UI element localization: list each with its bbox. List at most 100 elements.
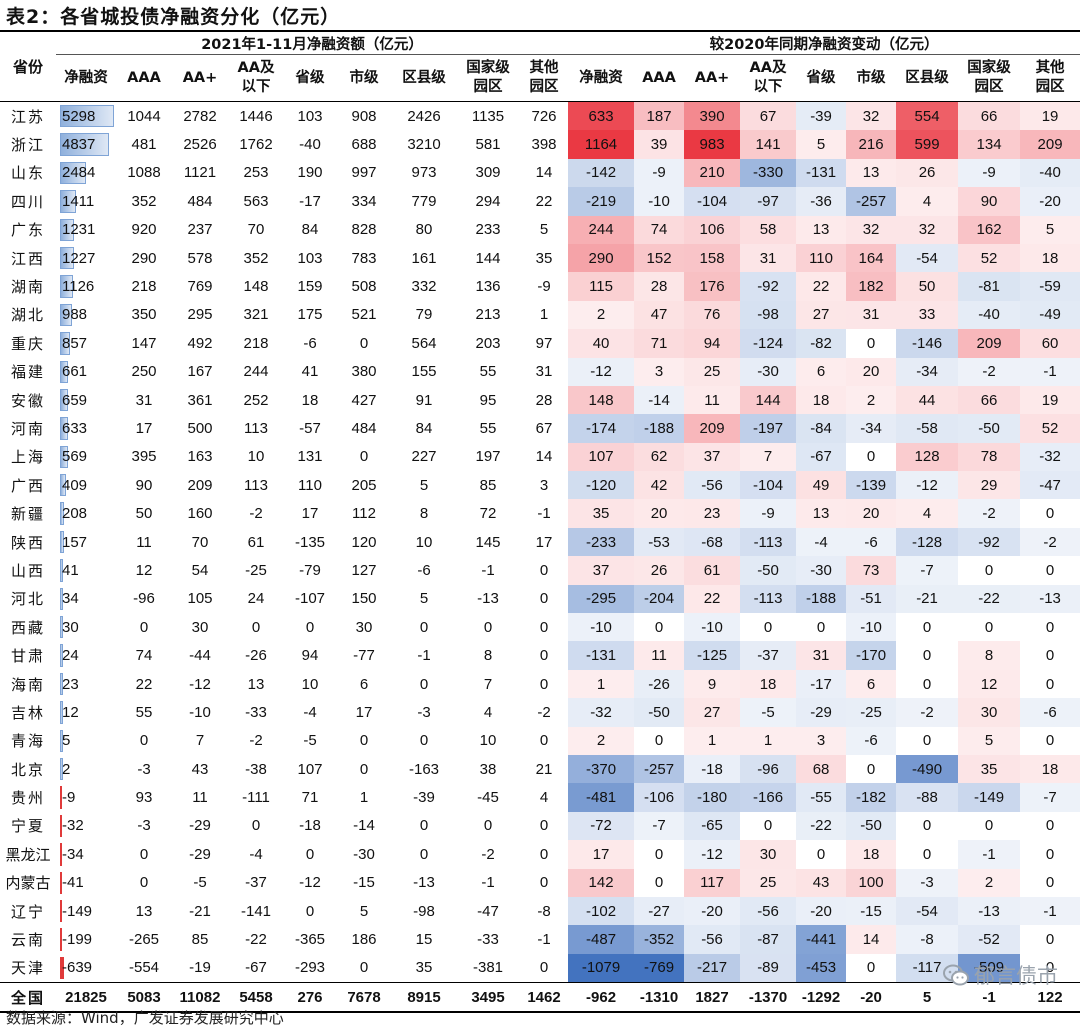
change-cell: 1 <box>684 726 741 755</box>
change-cell: 27 <box>796 300 847 330</box>
change-cell: 42 <box>634 471 685 500</box>
amount-cell: 350 <box>131 306 157 324</box>
change-cell: -113 <box>740 527 797 557</box>
change-cell: 58 <box>740 215 797 244</box>
amount-cell: -57 <box>299 419 321 437</box>
amount-cell: -33 <box>245 703 267 721</box>
change-cell: 209 <box>958 329 1021 358</box>
amount-cell: 908 <box>351 107 377 125</box>
amount-cell: -39 <box>413 789 435 807</box>
change-cell: 40 <box>568 329 635 358</box>
amount-cell: 0 <box>139 732 149 750</box>
change-cell: 11 <box>634 641 685 670</box>
province-name: 湖北 <box>10 306 45 325</box>
amount-cell: 0 <box>359 448 369 466</box>
amount-cell: 10 <box>415 533 433 551</box>
net-financing-bar <box>60 786 62 809</box>
province-name: 北京 <box>10 760 45 779</box>
amount-cell: -3 <box>417 703 431 721</box>
amount-cell: -29 <box>189 817 211 835</box>
change-cell: -56 <box>684 925 741 954</box>
net-financing-value: -149 <box>62 902 93 920</box>
change-cell: -170 <box>846 641 897 670</box>
change-cell: -22 <box>958 584 1021 614</box>
change-cell: -58 <box>896 414 959 443</box>
amount-cell: 120 <box>351 533 377 551</box>
amount-cell: 12 <box>135 561 153 579</box>
amount-cell: 55 <box>479 419 497 437</box>
net-financing-value: 24 <box>62 647 79 665</box>
change-cell: 0 <box>866 448 876 466</box>
net-financing-cell: 988 <box>56 301 116 329</box>
change-cell: 0 <box>866 334 876 352</box>
amount-cell: -17 <box>299 192 321 210</box>
amount-cell: -47 <box>477 902 499 920</box>
change-cell: 20 <box>634 499 685 528</box>
amount-cell: 237 <box>187 221 213 239</box>
province-name: 新疆 <box>10 505 45 524</box>
amount-cell: 321 <box>243 306 269 324</box>
amount-cell: 209 <box>187 476 213 494</box>
header-amount-6: 区县级 <box>392 54 456 102</box>
change-cell: -32 <box>1020 442 1080 472</box>
amount-cell: 10 <box>479 732 497 750</box>
table-row: 重庆 857 147 492 218 -6 0 564 203 97 40 71 94 -124 -82 0 -… <box>0 329 1080 358</box>
change-cell: 25 <box>684 357 741 386</box>
net-financing-value: 2 <box>62 760 71 778</box>
change-cell: 13 <box>846 158 897 188</box>
amount-cell: 1044 <box>127 107 161 125</box>
amount-cell: 72 <box>479 505 497 523</box>
change-cell: 35 <box>568 499 635 528</box>
change-cell: -10 <box>846 613 897 642</box>
amount-cell: 113 <box>244 419 268 437</box>
amount-cell: -26 <box>245 647 267 665</box>
net-financing-bar <box>60 644 63 667</box>
amount-cell: 105 <box>187 590 213 608</box>
change-cell: -54 <box>896 896 959 926</box>
change-cell: -87 <box>740 925 797 954</box>
amount-cell: 361 <box>187 391 213 409</box>
change-cell: -27 <box>634 896 685 926</box>
province-name: 西藏 <box>10 618 45 637</box>
amount-cell: 427 <box>351 391 377 409</box>
change-cell: -12 <box>684 840 741 869</box>
change-cell: -53 <box>634 527 685 557</box>
change-cell: -7 <box>634 811 685 841</box>
net-financing-bar <box>60 388 69 412</box>
province-name: 广东 <box>10 221 45 240</box>
change-cell: 8 <box>958 641 1021 670</box>
amount-cell: 107 <box>297 760 323 778</box>
amount-cell: 332 <box>411 278 437 296</box>
change-cell: 35 <box>958 754 1021 784</box>
change-cell: -59 <box>1020 272 1080 301</box>
change-cell: -50 <box>634 698 685 727</box>
net-financing-cell: 208 <box>56 499 116 527</box>
net-financing-cell: 659 <box>56 386 116 414</box>
change-cell: -67 <box>796 442 847 472</box>
change-cell: -769 <box>634 953 685 983</box>
amount-cell: 203 <box>475 334 501 352</box>
net-financing-cell: 4837 <box>56 130 116 158</box>
change-cell: -174 <box>568 414 635 443</box>
change-cell: -51 <box>846 584 897 614</box>
total-amount-cell: 8915 <box>392 982 456 1014</box>
change-cell: 0 <box>654 845 664 863</box>
change-cell: -128 <box>896 527 959 557</box>
amount-cell: 0 <box>139 618 149 636</box>
amount-cell: 380 <box>351 363 377 381</box>
change-cell: 30 <box>958 698 1021 727</box>
change-cell: -30 <box>740 357 797 386</box>
amount-cell: 352 <box>131 192 157 210</box>
table-row: 广东 1231 920 237 70 84 828 80 233 5 244 74 106 58 13 32 3… <box>0 215 1080 244</box>
change-cell: 390 <box>684 101 741 131</box>
change-cell: 3 <box>796 726 847 755</box>
net-financing-bar <box>60 672 63 696</box>
amount-cell: 2526 <box>183 136 217 154</box>
net-financing-bar <box>60 729 63 752</box>
total-amount-cell: 11082 <box>172 982 228 1014</box>
change-cell: 1 <box>740 726 797 755</box>
amount-cell: 112 <box>352 505 376 523</box>
amount-cell: 0 <box>139 845 149 863</box>
amount-cell: 290 <box>131 249 157 267</box>
header-amount-1: AAA <box>116 54 172 102</box>
